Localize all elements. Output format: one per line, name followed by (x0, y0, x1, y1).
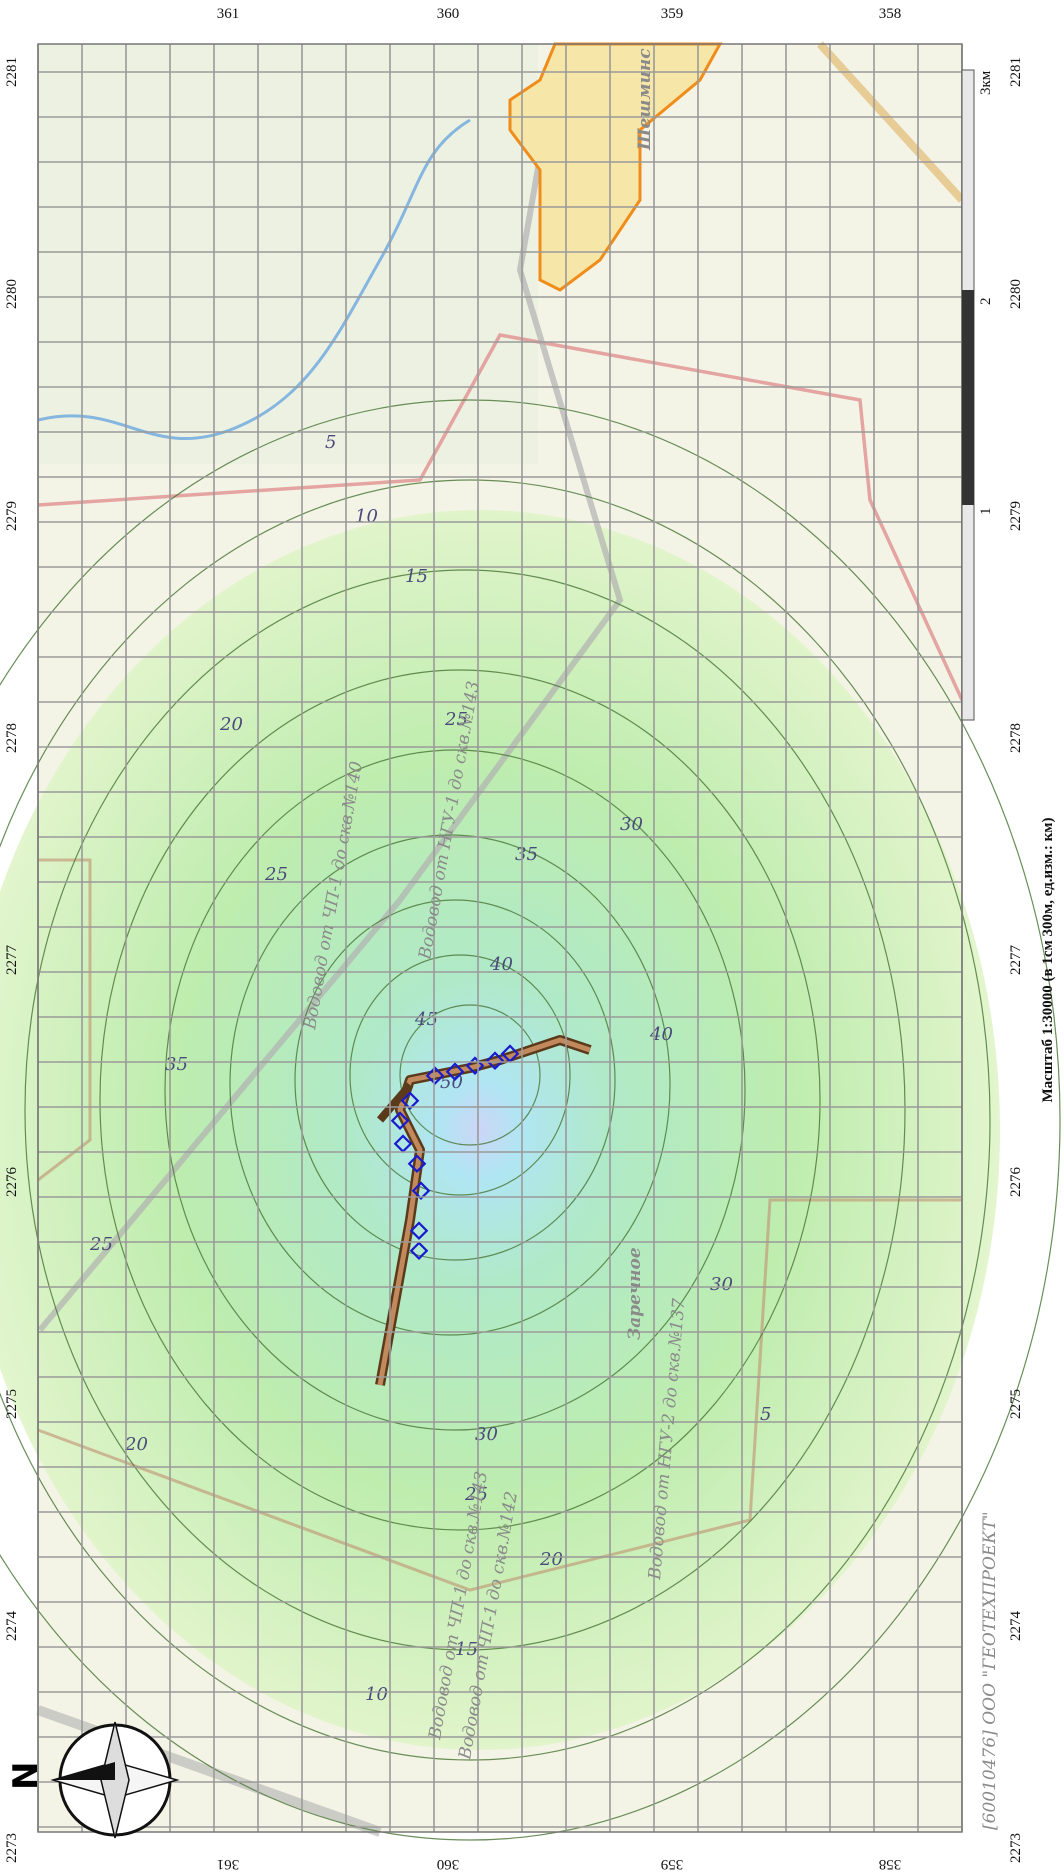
contour-label: 20 (124, 1434, 148, 1455)
village-label: Заречное (625, 1247, 645, 1340)
grid-label-right: 2281 (1008, 57, 1024, 87)
grid-label-left: 2276 (4, 1167, 20, 1198)
grid-label-right: 2278 (1008, 723, 1024, 753)
grid-label-left: 2275 (4, 1389, 20, 1419)
marker-point (485, 1051, 505, 1071)
north-arrow: N (6, 1721, 180, 1839)
highway (817, 41, 965, 203)
town-area (508, 42, 723, 292)
boundary-line-south (37, 1198, 962, 1592)
scale-tick-label: 1 (978, 508, 994, 516)
scale-tick-label: 2 (978, 298, 994, 306)
grid-label-left: 2274 (4, 1611, 20, 1642)
contour-label: 5 (325, 432, 336, 453)
pipeline-branch (376, 1082, 414, 1123)
contour-label: 10 (365, 1684, 388, 1705)
grid-label-right: 2273 (1008, 1833, 1024, 1863)
grid-label-right: 2277 (1008, 945, 1024, 976)
marker-point (400, 1091, 420, 1111)
contour-label: 35 (165, 1054, 188, 1075)
marker-point (409, 1241, 429, 1261)
grid-label-bottom: 361 (217, 1856, 240, 1872)
compass-letter: N (6, 1762, 46, 1790)
grid-label-left: 2277 (4, 945, 20, 976)
grid-label-left: 2280 (4, 279, 20, 309)
pollution-field (0, 510, 1000, 1750)
contour-label: 25 (264, 864, 288, 885)
contour-label: 20 (219, 714, 243, 735)
marker-point (425, 1066, 445, 1086)
contour-label: 40 (649, 1024, 673, 1045)
grid-label-left: 2278 (4, 723, 20, 753)
grid-label-right: 2275 (1008, 1389, 1024, 1419)
contour-label: 45 (414, 1009, 438, 1030)
contour-label: 30 (620, 814, 643, 835)
scale-bar: 3км 2 1 (961, 69, 994, 721)
marker-point (409, 1221, 429, 1241)
grid-label-left: 2273 (4, 1833, 20, 1863)
axis-labels: 361 360 359 358 361 360 359 358 2281 2280 2279 2278… (4, 6, 1024, 1872)
contour-label: 15 (405, 566, 428, 587)
monitoring-points (390, 1044, 520, 1261)
town-label: Шешминс (635, 48, 655, 151)
grid-label-right: 2279 (1008, 501, 1024, 531)
grid-label-right: 2276 (1008, 1167, 1024, 1198)
grid-label-bottom: 358 (879, 1856, 902, 1872)
grid-label-right: 2280 (1008, 279, 1024, 309)
contour-label: 40 (489, 954, 513, 975)
boundary-line (37, 333, 964, 701)
grid-label-top: 359 (661, 6, 684, 22)
grid-label-bottom: 359 (661, 1856, 684, 1872)
scale-tick-label: 3км (978, 70, 994, 95)
boundary-line-west (37, 858, 92, 1182)
marker-point (390, 1111, 410, 1131)
contour-label: 30 (475, 1424, 498, 1445)
contour-label: 10 (355, 506, 378, 527)
marker-point (407, 1154, 427, 1174)
river (37, 118, 471, 441)
copyright-text: [60010476] ООО "ГЕОТЕХПРОЕКТ" (980, 1511, 1000, 1830)
contour-label: 25 (444, 709, 468, 730)
grid-label-left: 2281 (4, 57, 20, 87)
marker-point (411, 1181, 431, 1201)
grid-label-left: 2279 (4, 501, 20, 531)
grid-label-bottom: 360 (437, 1856, 460, 1872)
scale-caption: Масштаб 1:30000 (в 1см 300м, ед.изм.: км… (1040, 817, 1056, 1102)
marker-point (445, 1062, 465, 1082)
grid-label-right: 2274 (1008, 1611, 1024, 1642)
contour-label: 15 (455, 1639, 478, 1660)
grid-label-top: 360 (437, 6, 460, 22)
grid-label-top: 358 (879, 6, 902, 22)
contour-label: 25 (89, 1234, 113, 1255)
contour-label: 5 (760, 1404, 771, 1425)
marker-point (500, 1044, 520, 1064)
contour-lines (0, 399, 1061, 1841)
contour-label: 30 (710, 1274, 733, 1295)
map-frame (37, 43, 963, 1833)
contour-label: 35 (515, 844, 538, 865)
contour-label: 25 (464, 1484, 488, 1505)
contour-labels: 5 10 15 20 25 25 30 35 35 40 40 45 50 5 … (89, 432, 771, 1705)
grid-label-top: 361 (217, 6, 240, 22)
main-road (37, 43, 624, 1332)
marker-point (393, 1134, 413, 1154)
contour-label: 20 (539, 1549, 563, 1570)
